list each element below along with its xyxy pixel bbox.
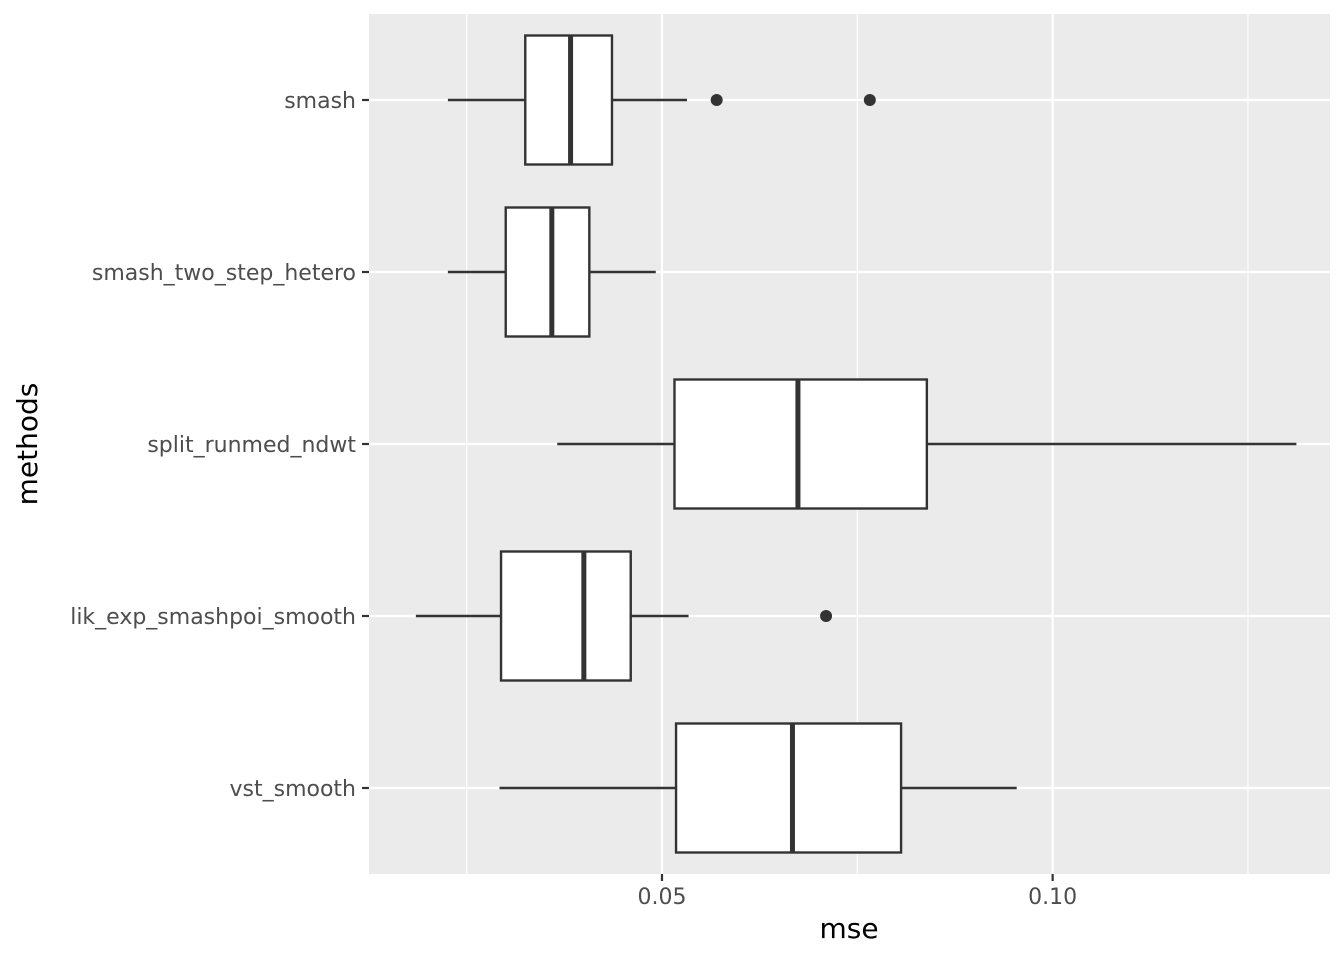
outlier-point <box>863 94 876 106</box>
outlier-point <box>820 610 833 622</box>
interquartile-box <box>673 378 929 510</box>
interquartile-box <box>499 550 632 682</box>
x-tick-label: 0.10 <box>1028 885 1077 910</box>
y-tick-label: smash_two_step_hetero <box>92 261 356 286</box>
x-tick-label: 0.05 <box>637 885 686 910</box>
box-smash <box>447 34 876 166</box>
box-split-runmed-ndwt <box>557 378 1297 510</box>
y-axis-title: methods <box>11 383 44 506</box>
boxes-layer <box>415 34 1297 854</box>
box-lik-exp-smashpoi-smooth <box>415 550 833 682</box>
y-tick-label: smash <box>284 89 356 114</box>
interquartile-box <box>504 206 591 338</box>
x-axis-title: mse <box>819 912 878 945</box>
outlier-point <box>710 94 723 106</box>
y-tick-label: vst_smooth <box>230 777 357 802</box>
x-axis: 0.05 0.10 <box>637 874 1077 910</box>
box-smash-two-step-hetero <box>447 206 656 338</box>
y-tick-label: lik_exp_smashpoi_smooth <box>70 605 356 630</box>
y-tick-label: split_runmed_ndwt <box>147 433 356 458</box>
box-vst-smooth <box>499 722 1017 854</box>
interquartile-box <box>674 722 903 854</box>
y-axis: smash smash_two_step_hetero split_runmed_n… <box>70 89 369 802</box>
